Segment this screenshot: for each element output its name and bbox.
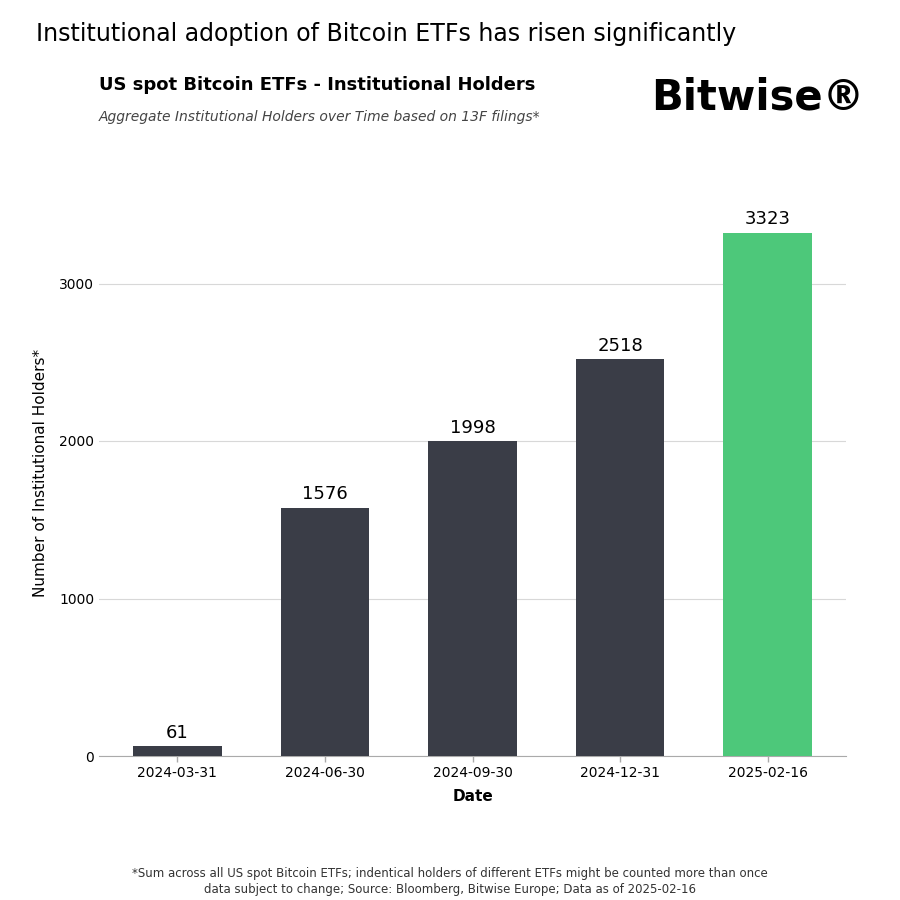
Text: 61: 61	[166, 724, 189, 742]
Text: Aggregate Institutional Holders over Time based on 13F filings*: Aggregate Institutional Holders over Tim…	[99, 110, 541, 124]
Bar	[576, 359, 664, 756]
Text: US spot Bitcoin ETFs - Institutional Holders: US spot Bitcoin ETFs - Institutional Hol…	[99, 76, 536, 94]
Text: 3323: 3323	[745, 210, 791, 228]
Text: Bitwise®: Bitwise®	[651, 76, 864, 119]
Text: Institutional adoption of Bitcoin ETFs has risen significantly: Institutional adoption of Bitcoin ETFs h…	[36, 22, 736, 47]
Bar	[281, 508, 369, 756]
Text: 2518: 2518	[598, 337, 643, 355]
Y-axis label: Number of Institutional Holders*: Number of Institutional Holders*	[33, 348, 48, 597]
Text: 1998: 1998	[450, 418, 495, 436]
Bar	[724, 232, 812, 756]
Text: *Sum across all US spot Bitcoin ETFs; indentical holders of different ETFs might: *Sum across all US spot Bitcoin ETFs; in…	[132, 868, 768, 896]
Bar	[133, 746, 221, 756]
Bar	[428, 441, 517, 756]
Text: 1576: 1576	[302, 485, 347, 503]
X-axis label: Date: Date	[452, 788, 493, 804]
